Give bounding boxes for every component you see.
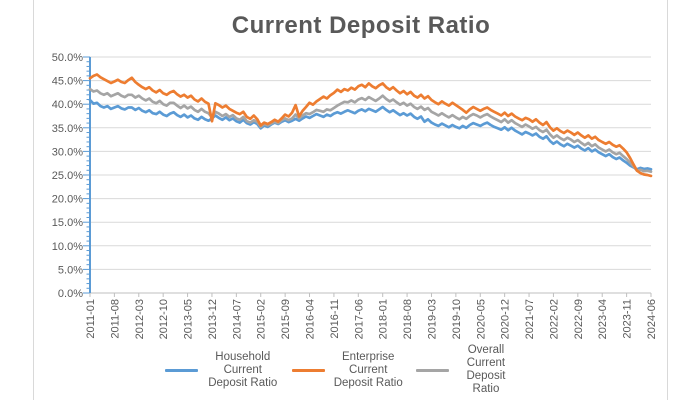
legend-label-enterprise: Enterprise Current Deposit Ratio — [333, 350, 403, 389]
legend-label-overall: Overall Current Deposit Ratio — [466, 344, 506, 395]
legend: Household Current Deposit Ratio Enterpri… — [165, 344, 515, 396]
svg-text:2018-01: 2018-01 — [378, 299, 390, 339]
svg-text:2015-02: 2015-02 — [256, 299, 268, 339]
svg-text:0.0%: 0.0% — [58, 288, 83, 300]
svg-text:2023-11: 2023-11 — [622, 299, 634, 339]
svg-text:2015-09: 2015-09 — [280, 299, 292, 339]
svg-text:2011-01: 2011-01 — [85, 299, 97, 339]
svg-text:2011-08: 2011-08 — [109, 299, 121, 339]
svg-text:2016-11: 2016-11 — [329, 299, 341, 339]
svg-text:2019-03: 2019-03 — [426, 299, 438, 339]
legend-item-enterprise[interactable]: Enterprise Current Deposit Ratio — [291, 350, 404, 390]
svg-text:2014-07: 2014-07 — [231, 299, 243, 339]
svg-text:15.0%: 15.0% — [52, 217, 83, 229]
svg-text:2022-02: 2022-02 — [548, 299, 560, 339]
svg-text:25.0%: 25.0% — [52, 170, 83, 182]
svg-text:40.0%: 40.0% — [52, 99, 83, 111]
svg-text:2013-12: 2013-12 — [207, 299, 219, 339]
svg-text:35.0%: 35.0% — [52, 123, 83, 135]
chart-title: Current Deposit Ratio — [231, 12, 491, 39]
svg-text:2023-04: 2023-04 — [597, 299, 609, 339]
svg-text:50.0%: 50.0% — [52, 52, 83, 64]
svg-text:2017-06: 2017-06 — [353, 299, 365, 339]
svg-text:2021-07: 2021-07 — [524, 299, 536, 339]
legend-item-overall[interactable]: Overall Current Deposit Ratio — [415, 344, 515, 396]
svg-text:10.0%: 10.0% — [52, 241, 83, 253]
svg-text:2016-04: 2016-04 — [305, 299, 317, 339]
svg-text:2022-09: 2022-09 — [573, 299, 585, 339]
svg-text:2019-10: 2019-10 — [451, 299, 463, 339]
svg-text:2012-03: 2012-03 — [134, 299, 146, 339]
legend-line-swatch-household — [165, 368, 198, 372]
svg-text:30.0%: 30.0% — [52, 146, 83, 158]
legend-line-swatch-enterprise — [291, 368, 325, 372]
svg-text:2024-06: 2024-06 — [646, 299, 658, 339]
legend-item-household[interactable]: Household Current Deposit Ratio — [165, 351, 280, 390]
legend-label-household: Household Current Deposit Ratio — [208, 350, 278, 389]
svg-text:45.0%: 45.0% — [52, 76, 83, 88]
spreadsheet-cell-border-left — [33, 0, 34, 400]
legend-line-swatch-overall — [415, 368, 449, 372]
spreadsheet-cell-border-right — [667, 0, 668, 400]
svg-text:2018-08: 2018-08 — [402, 299, 414, 339]
svg-text:20.0%: 20.0% — [52, 194, 83, 206]
svg-text:2013-05: 2013-05 — [183, 299, 195, 339]
svg-text:2020-12: 2020-12 — [500, 299, 512, 339]
svg-text:2020-05: 2020-05 — [475, 299, 487, 339]
svg-text:2012-10: 2012-10 — [158, 299, 170, 339]
svg-text:5.0%: 5.0% — [58, 264, 83, 276]
